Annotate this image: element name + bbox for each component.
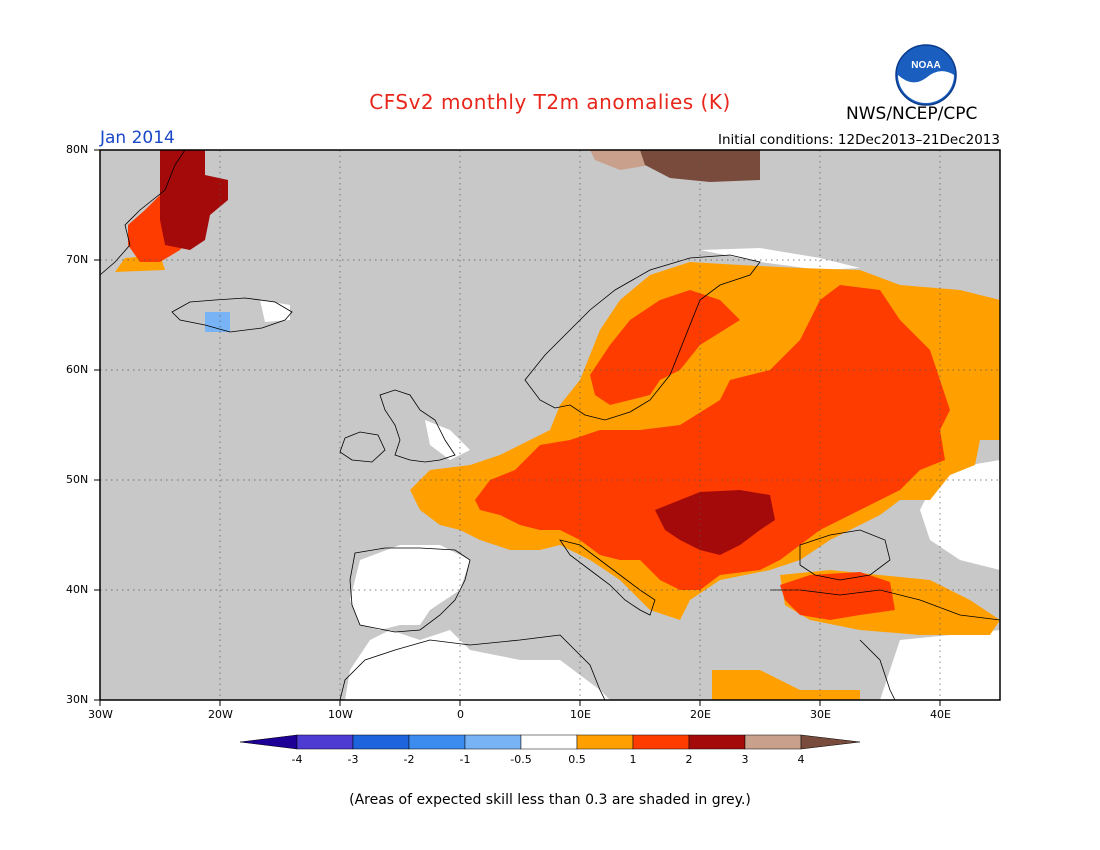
colorbar-tick: -1 [459, 753, 471, 766]
coast-east-med [859, 639, 896, 700]
lon-label: 30E [810, 708, 831, 721]
coast-iceland [171, 297, 293, 333]
lon-label: 10W [328, 708, 353, 721]
darkbrown-svalbard [640, 150, 760, 182]
colorbar-tick: -0.5 [510, 753, 532, 766]
coastlines [100, 150, 1000, 700]
coast-greenland [100, 150, 186, 276]
colorbar-swatch-m2-m1 [408, 734, 466, 750]
lat-label: 40N [66, 583, 89, 596]
anomaly-fields [115, 150, 1000, 700]
colorbar-tick: -4 [291, 753, 303, 766]
noaa-logo: NOAA [895, 44, 957, 106]
colorbar-swatch-m3-m2 [352, 734, 410, 750]
red-central-europe [475, 285, 950, 590]
white-iceland [260, 300, 290, 322]
lat-label: 50N [66, 473, 89, 486]
colorbar-swatch-m05-05 [520, 734, 578, 750]
white-med-east [880, 630, 1000, 700]
colorbar-swatch-lt-4 [239, 734, 298, 750]
lon-label: 40E [930, 708, 951, 721]
lat-label: 60N [66, 363, 89, 376]
colorbar-swatch-m4-m3 [296, 734, 354, 750]
lon-label: 30W [88, 708, 113, 721]
red-scandinavia [590, 290, 740, 405]
noaa-logo-text: NOAA [911, 60, 940, 71]
lon-label: 20E [690, 708, 711, 721]
colorbar-tick: 3 [741, 753, 749, 766]
skill-footnote: (Areas of expected skill less than 0.3 a… [349, 792, 751, 808]
forecast-month: Jan 2014 [100, 128, 175, 148]
lon-label: 20W [208, 708, 233, 721]
white-spain [350, 545, 470, 630]
white-france [425, 420, 470, 460]
colorbar-swatch-3-4 [744, 734, 802, 750]
coast-iberia [349, 547, 471, 633]
lon-label: 0 [457, 708, 464, 721]
colorbar-swatch-2-3 [688, 734, 746, 750]
axis-ticks [94, 149, 941, 706]
colorbar-tick: 0.5 [568, 753, 586, 766]
colorbar-tick: 1 [629, 753, 637, 766]
white-iberia [345, 630, 610, 700]
lat-label: 80N [66, 143, 89, 156]
lon-label: 10E [570, 708, 591, 721]
coast-italy [559, 539, 656, 616]
coast-britain [379, 389, 456, 463]
lat-label: 70N [66, 253, 89, 266]
lat-label: 30N [66, 693, 89, 706]
colorbar-tick: 2 [685, 753, 693, 766]
red-balkans-turkey [780, 572, 895, 620]
coast-blacksea [799, 529, 891, 581]
colorbar-swatch-05-1 [576, 734, 634, 750]
coast-ireland [339, 431, 386, 463]
colorbar-swatch-1-2 [632, 734, 690, 750]
white-scandinavia-n [700, 248, 860, 270]
coast-africa [339, 634, 606, 700]
map-frame [99, 149, 1001, 701]
map-title: CFSv2 monthly T2m anomalies (K) [369, 90, 731, 114]
brown-svalbard [590, 150, 650, 170]
darkred-hungary [655, 490, 775, 555]
graticule [100, 150, 1000, 700]
colorbar-swatch-m1-m05 [464, 734, 522, 750]
colorbar-tick: -2 [403, 753, 415, 766]
initial-conditions: Initial conditions: 12Dec2013–21Dec2013 [717, 132, 1000, 148]
darkred-greenland [160, 150, 228, 250]
colorbar-tick: 4 [797, 753, 805, 766]
agency-label: NWS/NCEP/CPC [846, 104, 978, 124]
colorbar-swatch-gt-4 [800, 734, 861, 750]
colorbar-tick: -3 [347, 753, 359, 766]
orange-africa [712, 670, 860, 700]
